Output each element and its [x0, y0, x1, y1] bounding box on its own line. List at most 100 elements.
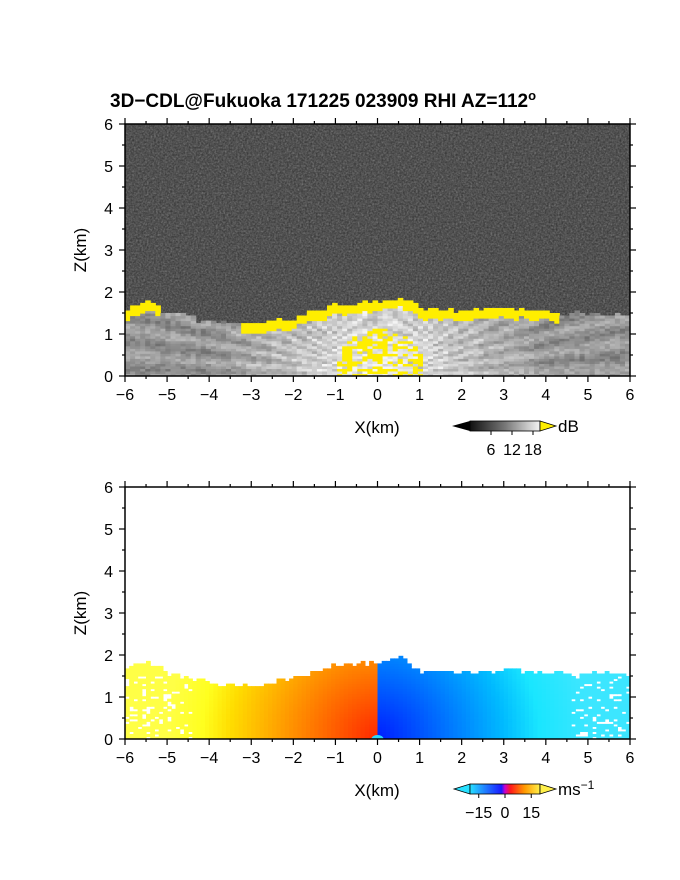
velocity-cell: [226, 734, 231, 738]
velocity-cell: [419, 706, 425, 710]
echo-cell: [382, 302, 389, 306]
echo-cell: [458, 373, 464, 376]
echo-cell: [195, 323, 202, 327]
echo-cell: [412, 360, 419, 364]
echo-cell: [140, 335, 146, 339]
echo-cell: [493, 318, 500, 322]
velocity-cell: [188, 718, 193, 722]
echo-cell: [266, 373, 272, 376]
velocity-cell: [314, 726, 320, 730]
velocity-cell: [297, 703, 303, 707]
echo-cell: [609, 315, 616, 319]
echo-cell: [241, 328, 247, 332]
velocity-cell: [200, 691, 206, 695]
echo-cell: [190, 328, 197, 332]
velocity-cell: [276, 683, 282, 687]
velocity-cell: [461, 696, 467, 700]
echo-cell: [625, 350, 630, 354]
velocity-cell: [423, 698, 429, 702]
velocity-cell: [167, 734, 172, 738]
velocity-cell: [209, 696, 214, 700]
echo-cell: [170, 365, 177, 369]
echo-cell: [332, 360, 338, 364]
velocity-cell: [457, 696, 463, 700]
velocity-cell: [461, 691, 467, 695]
echo-cell: [205, 330, 212, 334]
echo-cell: [140, 363, 146, 367]
velocity-cell: [141, 734, 147, 738]
echo-cell: [130, 371, 136, 375]
echo-cell: [347, 345, 353, 349]
echo-cell: [579, 371, 586, 375]
echo-cell: [503, 313, 510, 317]
echo-cell: [130, 363, 136, 367]
echo-cell: [579, 325, 586, 329]
echo-cell: [458, 340, 464, 344]
echo-cell: [574, 343, 581, 347]
velocity-cell: [205, 683, 210, 687]
echo-cell: [619, 315, 626, 319]
velocity-cell: [318, 676, 324, 680]
echo-cell: [377, 365, 384, 369]
velocity-cell: [491, 701, 496, 705]
echo-cell: [534, 355, 540, 359]
velocity-cell: [411, 718, 416, 722]
echo-cell: [135, 340, 141, 344]
velocity-cell: [276, 698, 282, 702]
velocity-cell: [465, 711, 471, 715]
velocity-cell: [373, 696, 379, 700]
echo-cell: [241, 353, 247, 357]
velocity-cell: [503, 721, 509, 725]
velocity-cell: [373, 703, 379, 707]
velocity-cell: [293, 701, 299, 705]
echo-cell: [241, 338, 247, 342]
echo-cell: [544, 353, 550, 357]
velocity-cell: [167, 706, 172, 710]
velocity-cell: [440, 693, 446, 697]
echo-cell: [130, 318, 136, 322]
echo-cell: [423, 320, 429, 324]
echo-cell: [412, 333, 419, 337]
velocity-cell: [348, 701, 353, 705]
echo-cell: [498, 340, 505, 344]
echo-cell: [342, 358, 348, 362]
echo-cell: [599, 358, 606, 362]
echo-cell: [463, 338, 469, 342]
echo-cell: [503, 318, 510, 322]
velocity-cell: [415, 726, 421, 730]
echo-cell: [443, 365, 449, 369]
echo-cell: [584, 320, 591, 324]
echo-cell: [428, 318, 434, 322]
echo-cell: [155, 330, 161, 334]
velocity-cell: [486, 726, 492, 730]
echo-cell: [185, 353, 192, 357]
echo-cell: [165, 323, 171, 327]
echo-cell: [463, 328, 469, 332]
echo-cell: [226, 340, 232, 344]
echo-cell: [443, 350, 449, 354]
velocity-cell: [411, 683, 416, 687]
velocity-cell: [217, 698, 223, 702]
echo-cell: [236, 363, 242, 367]
velocity-cell: [474, 681, 480, 685]
echo-cell: [306, 363, 313, 367]
velocity-cell: [335, 693, 341, 697]
velocity-cell: [217, 723, 223, 727]
velocity-cell: [188, 721, 193, 725]
velocity-cell: [188, 683, 193, 687]
velocity-cell: [369, 681, 374, 685]
echo-cell: [195, 350, 202, 354]
velocity-cell: [125, 708, 130, 712]
velocity-cell: [457, 691, 463, 695]
velocity-cell: [289, 723, 294, 727]
echo-cell: [468, 320, 474, 324]
velocity-cell: [428, 711, 433, 715]
velocity-cell: [289, 734, 294, 738]
echo-cell: [377, 345, 384, 349]
echo-cell: [473, 345, 480, 349]
velocity-cell: [478, 731, 484, 735]
echo-cell: [518, 318, 525, 322]
echo-cell: [473, 368, 480, 372]
echo-cell: [438, 313, 444, 317]
colorbar-low-arrow: [452, 421, 470, 431]
